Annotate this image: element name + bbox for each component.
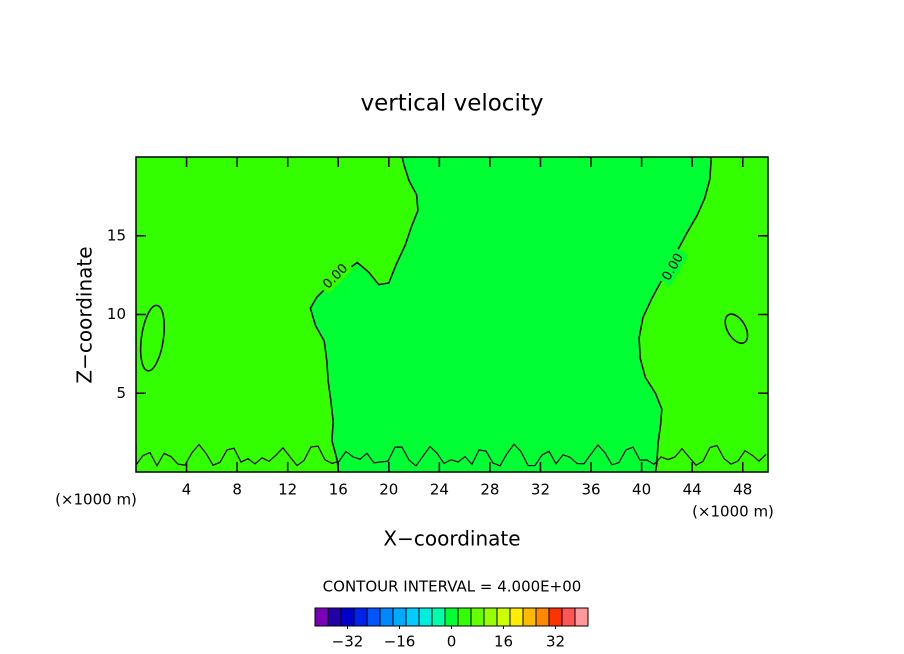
colorbar-tick-label: 0: [447, 633, 457, 651]
x-tick-label: 44: [683, 481, 702, 499]
colorbar-box: [353, 607, 368, 627]
colorbar-tick-label: −16: [384, 633, 416, 651]
colorbar-box: [496, 607, 511, 627]
colorbar-box: [379, 607, 394, 627]
plot-field: 0.00 0.00: [136, 157, 768, 472]
colorbar-box: [366, 607, 381, 627]
colorbar-box: [405, 607, 420, 627]
contour-loop: [724, 313, 749, 344]
y-tick-label: 15: [107, 226, 126, 244]
contour-loop: [139, 304, 166, 372]
x-unit-label: (×1000 m): [692, 503, 774, 521]
contour-label-bg: [318, 259, 354, 295]
x-tick-label: 48: [733, 481, 752, 499]
colorbar-box: [314, 607, 329, 627]
x-tick-label: 28: [480, 481, 499, 499]
x-tick-label: 8: [232, 481, 242, 499]
x-tick-label: 24: [430, 481, 449, 499]
colorbar-box: [444, 607, 459, 627]
colorbar-tick-label: 16: [494, 633, 513, 651]
colorbar-tick-label: 32: [546, 633, 565, 651]
colorbar-box: [509, 607, 524, 627]
colorbar-box: [574, 607, 589, 627]
x-unit-label: (×1000 m): [55, 491, 137, 509]
contour-line: [136, 443, 767, 468]
chart-title: vertical velocity: [361, 91, 544, 117]
x-tick-label: 20: [379, 481, 398, 499]
colorbar-box: [470, 607, 485, 627]
colorbar-box: [340, 607, 355, 627]
colorbar-box: [548, 607, 563, 627]
y-tick-label: 10: [107, 305, 126, 323]
x-tick-label: 40: [632, 481, 651, 499]
field-region: [310, 157, 712, 472]
y-tick-label: 5: [116, 384, 126, 402]
x-tick-label: 4: [182, 481, 192, 499]
colorbar-tick-label: −32: [332, 633, 364, 651]
contour-label-bg: [658, 248, 689, 287]
x-tick-label: 16: [329, 481, 348, 499]
x-tick-label: 32: [531, 481, 550, 499]
x-tick-label: 12: [278, 481, 297, 499]
colorbar-box: [457, 607, 472, 627]
colorbar-box: [522, 607, 537, 627]
colorbar-box: [535, 607, 550, 627]
contour-interval: CONTOUR INTERVAL = 4.000E+00: [323, 578, 582, 596]
x-axis-label: X−coordinate: [383, 527, 520, 551]
colorbar-box: [561, 607, 576, 627]
colorbar-box: [392, 607, 407, 627]
colorbar-box: [431, 607, 446, 627]
colorbar-box: [483, 607, 498, 627]
x-tick-label: 36: [581, 481, 600, 499]
colorbar-box: [418, 607, 433, 627]
y-axis-label: Z−coordinate: [73, 246, 97, 383]
contour-line: [638, 157, 712, 472]
colorbar-box: [327, 607, 342, 627]
